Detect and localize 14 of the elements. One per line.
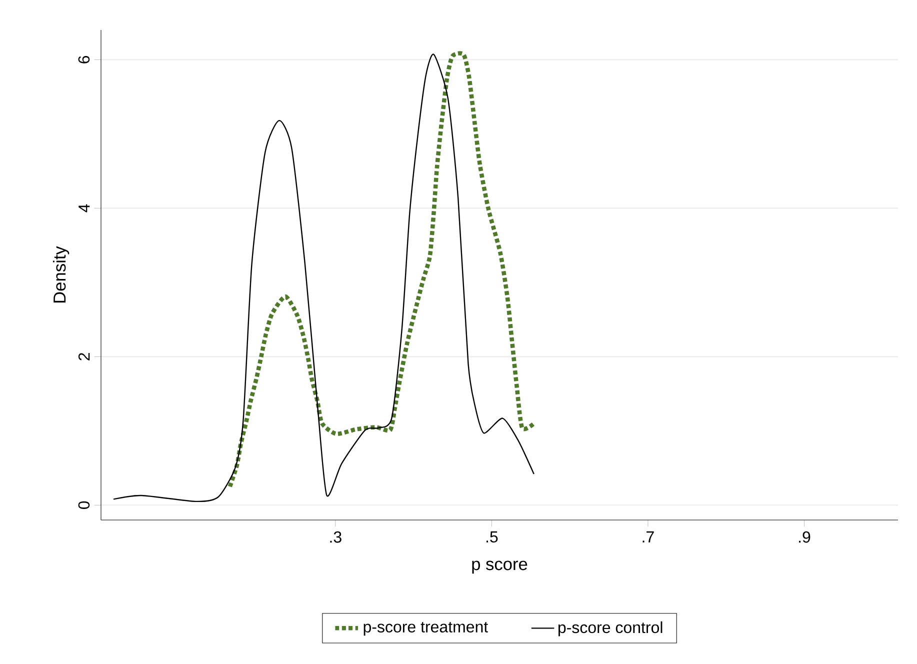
y-tick-label: 2: [78, 353, 90, 360]
x-tick-label: .3: [330, 531, 342, 543]
line-series: [228, 52, 536, 489]
y-tick-label: 6: [78, 56, 90, 64]
x-tick-label: .9: [799, 531, 810, 543]
y-axis-title: Density: [52, 246, 70, 302]
legend-label: p-score control: [558, 621, 662, 636]
y-tick-label: 4: [78, 204, 90, 212]
x-tick-label: .5: [486, 531, 498, 543]
x-axis-title: p score: [472, 560, 528, 574]
x-tick-label: .7: [642, 531, 654, 542]
y-tick-label: 0: [78, 501, 90, 509]
legend-label: p-score treatment: [364, 622, 488, 636]
line-series: [112, 54, 534, 502]
